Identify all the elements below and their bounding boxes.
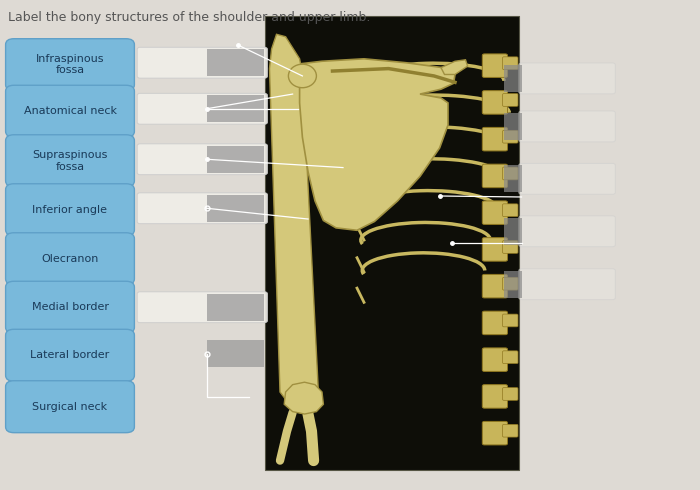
FancyBboxPatch shape [482,311,508,335]
FancyBboxPatch shape [519,63,615,94]
FancyBboxPatch shape [503,167,518,180]
FancyBboxPatch shape [482,201,508,224]
FancyBboxPatch shape [519,269,615,300]
Polygon shape [270,34,318,413]
FancyBboxPatch shape [206,146,264,172]
FancyBboxPatch shape [482,238,508,261]
FancyBboxPatch shape [504,165,522,192]
Text: Inferior angle: Inferior angle [32,205,108,215]
FancyBboxPatch shape [482,164,508,188]
FancyBboxPatch shape [503,241,518,253]
FancyBboxPatch shape [137,144,267,174]
FancyBboxPatch shape [6,281,134,333]
FancyBboxPatch shape [482,91,508,114]
FancyBboxPatch shape [6,39,134,91]
Text: Infraspinous
fossa: Infraspinous fossa [36,54,104,75]
Text: Anatomical neck: Anatomical neck [24,106,116,116]
FancyBboxPatch shape [206,95,264,122]
FancyBboxPatch shape [206,195,264,221]
FancyBboxPatch shape [482,385,508,408]
Polygon shape [300,59,455,230]
FancyBboxPatch shape [503,94,518,106]
FancyBboxPatch shape [137,48,267,78]
FancyBboxPatch shape [482,274,508,298]
Bar [265,16,519,470]
Polygon shape [284,382,323,414]
FancyBboxPatch shape [6,135,134,187]
FancyBboxPatch shape [503,130,518,143]
FancyBboxPatch shape [6,329,134,381]
Text: Surgical neck: Surgical neck [32,402,108,412]
FancyBboxPatch shape [482,54,508,77]
FancyBboxPatch shape [6,85,134,137]
FancyBboxPatch shape [503,57,518,70]
FancyBboxPatch shape [503,314,518,327]
FancyBboxPatch shape [519,163,615,194]
FancyBboxPatch shape [503,277,518,290]
FancyBboxPatch shape [137,93,267,124]
FancyBboxPatch shape [482,348,508,371]
FancyBboxPatch shape [137,193,267,223]
Text: Olecranon: Olecranon [41,254,99,264]
FancyBboxPatch shape [503,351,518,364]
Text: Supraspinous
fossa: Supraspinous fossa [32,150,108,172]
FancyBboxPatch shape [137,292,267,323]
FancyBboxPatch shape [503,204,518,217]
FancyBboxPatch shape [6,233,134,285]
FancyBboxPatch shape [6,184,134,236]
FancyBboxPatch shape [482,127,508,151]
FancyBboxPatch shape [504,65,522,92]
Polygon shape [441,60,468,74]
FancyBboxPatch shape [504,113,522,140]
FancyBboxPatch shape [503,424,518,437]
FancyBboxPatch shape [504,270,522,298]
Text: Lateral border: Lateral border [30,350,110,360]
FancyBboxPatch shape [6,381,134,433]
FancyBboxPatch shape [482,421,508,445]
FancyBboxPatch shape [504,218,522,245]
FancyBboxPatch shape [519,216,615,246]
Ellipse shape [288,64,316,88]
FancyBboxPatch shape [206,340,264,368]
FancyBboxPatch shape [206,49,264,76]
Text: Medial border: Medial border [32,302,108,312]
FancyBboxPatch shape [519,111,615,142]
FancyBboxPatch shape [503,388,518,400]
FancyBboxPatch shape [206,294,264,321]
Text: Label the bony structures of the shoulder and upper limb.: Label the bony structures of the shoulde… [8,11,371,24]
